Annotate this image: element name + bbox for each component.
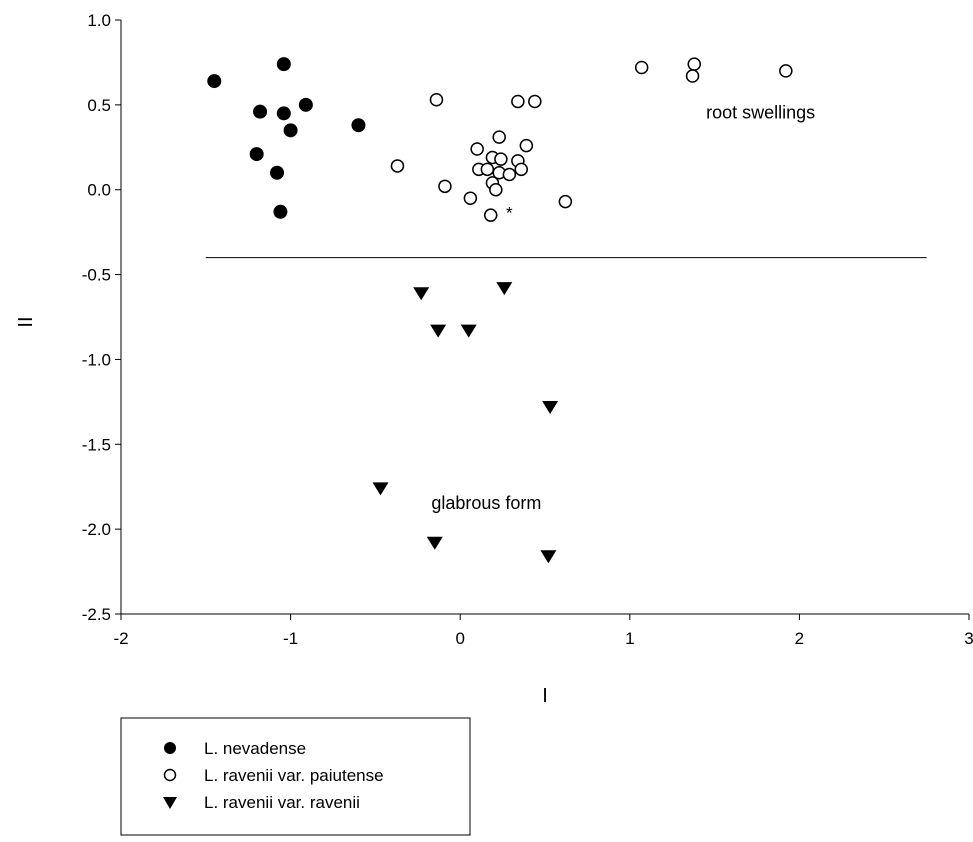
data-point-l-ravenii-ravenii [430, 324, 447, 338]
data-point-l-ravenii-paiutense [463, 191, 478, 205]
legend-box [120, 717, 471, 836]
y-axis-title: II [15, 316, 37, 327]
data-point-l-ravenii-ravenii [542, 400, 559, 414]
data-point-l-ravenii-ravenii [496, 282, 513, 296]
data-point-l-nevadense [270, 165, 285, 180]
data-point-l-nevadense [283, 123, 298, 138]
data-point-l-ravenii-paiutense [480, 162, 495, 177]
legend-marker-l-ravenii-paiutense [163, 768, 177, 782]
data-point-l-nevadense [298, 97, 313, 112]
data-point-l-ravenii-ravenii [540, 550, 557, 564]
legend-marker-l-nevadense [164, 742, 176, 754]
annotation-label: root swellings [706, 102, 815, 122]
x-tick-label: 2 [795, 629, 804, 648]
data-point-l-ravenii-paiutense [489, 182, 503, 197]
data-point-l-ravenii-paiutense [511, 94, 525, 109]
data-point-l-nevadense [273, 204, 288, 219]
marks-layer [207, 57, 793, 564]
y-tick-label: -2.5 [82, 605, 111, 624]
legend-label-l-nevadense: L. nevadense [204, 739, 306, 758]
y-tick-label: 0.0 [87, 181, 111, 200]
x-tick-label: 0 [455, 629, 464, 648]
legend-label-l-ravenii-paiutense: L. ravenii var. paiutense [204, 766, 384, 785]
data-point-l-ravenii-paiutense [514, 162, 529, 177]
x-tick-label: -1 [283, 629, 298, 648]
labels-layer: I II 1.0 0.5 0.0 -0.5 -1.0 -1.5 -2.0 -2.5-2 -1 0 1… [15, 11, 973, 707]
x-tick-label: -2 [113, 629, 128, 648]
data-point-l-nevadense [249, 147, 264, 162]
y-tick-label: -0.5 [82, 266, 111, 285]
data-point-l-nevadense [207, 74, 222, 89]
x-tick-label: 3 [964, 629, 973, 648]
data-point-l-ravenii-paiutense [390, 159, 405, 173]
data-point-l-ravenii-paiutense [492, 130, 506, 144]
data-point-l-ravenii-paiutense [687, 57, 701, 71]
legend-marker-l-ravenii-ravenii [163, 797, 177, 809]
y-tick-label: -1.0 [82, 350, 111, 369]
data-point-l-ravenii-ravenii [426, 536, 443, 550]
data-point-l-ravenii-ravenii [372, 482, 389, 496]
y-tick-label: -2.0 [82, 520, 111, 539]
x-axis-title: I [542, 685, 548, 707]
legend: L. nevadense L. ravenii var. paiutense L… [120, 717, 471, 836]
legend-label-l-ravenii-ravenii: L. ravenii var. ravenii [204, 793, 360, 812]
data-point-l-ravenii-paiutense [502, 167, 517, 182]
y-tick-label: 1.0 [87, 11, 111, 30]
x-tick-label: 1 [625, 629, 634, 648]
data-point-l-nevadense [276, 106, 291, 121]
data-point-l-nevadense [253, 104, 268, 119]
data-point-l-nevadense [351, 118, 366, 133]
data-point-l-ravenii-ravenii [460, 324, 477, 338]
data-point-l-ravenii-paiutense [685, 69, 700, 83]
data-point-l-ravenii-paiutense [438, 179, 452, 194]
data-point-l-ravenii-ravenii [413, 287, 430, 301]
data-point-l-ravenii-paiutense [494, 152, 508, 166]
data-point-l-ravenii-paiutense [470, 142, 484, 156]
data-point-l-ravenii-paiutense [634, 60, 649, 75]
data-point-l-nevadense [276, 57, 291, 72]
data-point-l-ravenii-paiutense [483, 208, 498, 222]
data-point-l-ravenii-paiutense [429, 93, 444, 107]
y-tick-label: -1.5 [82, 435, 111, 454]
annotation-label: * [506, 204, 513, 223]
data-point-l-ravenii-paiutense [528, 94, 542, 109]
axes-layer [115, 19, 970, 620]
y-tick-label: 0.5 [87, 96, 111, 115]
data-point-l-ravenii-paiutense [779, 64, 793, 78]
data-point-l-ravenii-paiutense [519, 138, 534, 153]
annotation-label: glabrous form [431, 493, 541, 513]
data-point-l-ravenii-paiutense [558, 194, 573, 209]
